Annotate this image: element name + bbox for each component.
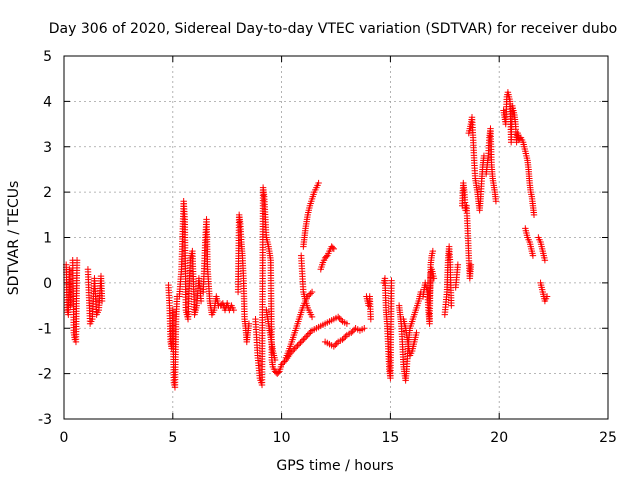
y-tick-label: 0 — [43, 276, 52, 292]
y-tick-label: -3 — [38, 412, 52, 428]
data-point — [337, 316, 345, 324]
data-point — [367, 315, 375, 323]
y-tick-label: 5 — [43, 49, 52, 65]
data-point — [329, 244, 336, 251]
data-point — [430, 275, 438, 282]
data-point — [67, 302, 74, 309]
data-point — [315, 179, 322, 187]
x-tick-label: 25 — [599, 430, 617, 446]
data-point — [292, 343, 300, 351]
x-tick-label: 15 — [381, 430, 399, 446]
data-point — [339, 336, 346, 343]
data-point — [301, 334, 309, 342]
x-tick-label: 10 — [273, 430, 291, 446]
y-axis-label: SDTVAR / TECUs — [6, 181, 22, 296]
data-point — [73, 256, 81, 264]
data-point — [323, 253, 330, 260]
data-point — [429, 247, 437, 255]
x-axis-label: GPS time / hours — [276, 458, 393, 474]
data-point — [330, 245, 338, 253]
data-point — [454, 261, 462, 268]
data-point — [295, 340, 303, 348]
x-tick-label: 0 — [60, 430, 69, 446]
data-point — [334, 313, 342, 321]
data-point — [349, 328, 356, 335]
y-tick-label: 4 — [43, 94, 52, 110]
y-tick-label: -2 — [38, 367, 52, 383]
data-point — [336, 315, 343, 322]
data-point — [278, 361, 285, 368]
data-point — [330, 343, 338, 350]
data-point — [361, 325, 368, 332]
data-point — [279, 359, 287, 367]
data-point — [333, 340, 340, 347]
data-point — [348, 329, 355, 336]
data-point — [281, 358, 288, 365]
data-point — [388, 277, 395, 284]
x-tick-label: 5 — [168, 430, 177, 446]
y-axis-ticks: -3 -2 -1 0 1 2 3 4 5 — [38, 49, 608, 428]
data-point — [492, 198, 500, 205]
x-axis-ticks: 0 5 10 15 20 25 — [60, 56, 617, 446]
data-point — [298, 337, 306, 345]
data-point — [307, 290, 314, 297]
data-point — [541, 256, 549, 264]
data-point — [413, 329, 420, 336]
x-tick-label: 20 — [490, 430, 508, 446]
data-point — [297, 339, 304, 346]
data-point — [342, 333, 349, 340]
data-point — [467, 261, 475, 268]
data-point — [230, 306, 237, 314]
data-point — [300, 336, 307, 343]
data-point — [529, 252, 537, 259]
data-point — [303, 333, 310, 340]
data-point — [308, 288, 316, 296]
y-tick-label: 1 — [43, 231, 52, 247]
data-point — [448, 302, 455, 309]
data-point — [294, 342, 301, 349]
data-point — [308, 313, 316, 321]
data-point — [98, 297, 106, 305]
plot-frame — [63, 55, 609, 420]
data-point — [307, 328, 314, 336]
data-point — [332, 341, 339, 349]
data-point — [343, 320, 351, 327]
data-point — [275, 369, 282, 376]
chart-title: Day 306 of 2020, Sidereal Day-to-day VTE… — [49, 21, 617, 37]
data-point — [271, 356, 279, 364]
y-tick-label: 3 — [43, 140, 52, 156]
data-point — [245, 320, 253, 327]
data-point — [543, 293, 551, 300]
data-point — [197, 297, 205, 305]
grid-lines — [64, 56, 608, 419]
data-point — [340, 334, 348, 342]
y-tick-label: 2 — [43, 185, 52, 201]
data-points — [62, 89, 551, 391]
data-point — [530, 211, 538, 219]
data-point — [305, 291, 313, 299]
y-tick-label: -1 — [38, 321, 52, 337]
data-point — [304, 331, 311, 339]
data-point — [305, 330, 313, 337]
data-point — [290, 346, 297, 354]
